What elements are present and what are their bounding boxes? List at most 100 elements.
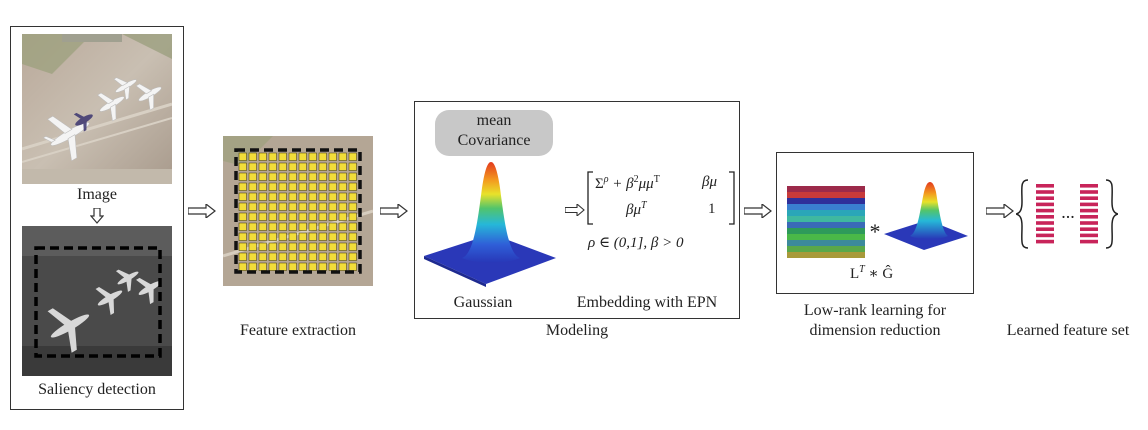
feature-cell (268, 152, 277, 161)
feature-cell (268, 252, 277, 261)
feature-cell (308, 222, 317, 231)
feature-cell (238, 242, 247, 251)
flow-arrow-icon (188, 204, 216, 218)
feature-cell (258, 262, 267, 271)
feature-cell (278, 212, 287, 221)
feature-cell (338, 262, 347, 271)
image-label: Image (77, 186, 117, 203)
feature-cell (248, 182, 257, 191)
small-gaussian-surface (884, 182, 968, 250)
feature-cell (338, 172, 347, 181)
feature-cell (298, 202, 307, 211)
feature-cell (308, 242, 317, 251)
feature-cell (338, 152, 347, 161)
epn-constraint: ρ ∈ (0,1], β > 0 (588, 235, 684, 251)
feature-cell (238, 152, 247, 161)
feature-cell (288, 262, 297, 271)
feature-vector-bar (1036, 208, 1054, 213)
feature-cell (258, 172, 267, 181)
feature-cell (348, 152, 357, 161)
feature-cell (278, 252, 287, 261)
feature-cell (318, 202, 327, 211)
feature-cell (298, 152, 307, 161)
feature-cell (238, 162, 247, 171)
feature-cell (338, 232, 347, 241)
feature-cell (238, 252, 247, 261)
feature-cell (348, 182, 357, 191)
feature-cell (328, 242, 337, 251)
matrix-entry-12: βμ (702, 174, 717, 190)
feature-cell (278, 242, 287, 251)
gaussian-surface (424, 162, 556, 287)
feature-cell (318, 262, 327, 271)
feature-cell (288, 212, 297, 221)
feature-cell (328, 252, 337, 261)
feature-cell (268, 172, 277, 181)
feature-vector-bar (1080, 184, 1098, 188)
feature-cell (318, 182, 327, 191)
feature-cell (338, 222, 347, 231)
learned-label: Learned feature set (1006, 322, 1130, 339)
embed-arrow-icon (565, 204, 585, 216)
feature-cell (348, 262, 357, 271)
feature-cell (288, 202, 297, 211)
feature-cell (248, 232, 257, 241)
feature-cell (268, 192, 277, 201)
mean-label: mean (476, 112, 512, 129)
feature-cell (248, 202, 257, 211)
matrix-entry-11: Σρ + β2μμT (595, 174, 660, 192)
feature-cell (338, 242, 347, 251)
ellipsis: ... (1061, 202, 1075, 222)
feature-cell (268, 242, 277, 251)
feature-cell (308, 232, 317, 241)
feature-cell (338, 192, 347, 201)
feature-cell (238, 202, 247, 211)
feature-vector-bar (1080, 233, 1098, 238)
feature-vector-bar (1080, 215, 1098, 219)
feature-cell (308, 202, 317, 211)
flow-arrow-icon (380, 204, 408, 218)
feature-cell (288, 222, 297, 231)
feature-cell (258, 252, 267, 261)
feature-cell (318, 192, 327, 201)
feature-cell (248, 242, 257, 251)
feature-cell (258, 202, 267, 211)
saliency-image (22, 226, 172, 376)
feature-cell (328, 262, 337, 271)
feature-cell (288, 192, 297, 201)
feature-cell (308, 192, 317, 201)
feature-cell (278, 192, 287, 201)
feature-cell (308, 172, 317, 181)
feature-grid-image (223, 136, 373, 286)
feature-cell (288, 242, 297, 251)
feature-cell (338, 202, 347, 211)
flow-arrow-icon (986, 204, 1014, 218)
feature-cell (288, 172, 297, 181)
feature-cell (328, 232, 337, 241)
feature-cell (308, 182, 317, 191)
feature-cell (238, 232, 247, 241)
feature-cell (328, 162, 337, 171)
feature-cell (248, 192, 257, 201)
feature-cell (248, 262, 257, 271)
feature-cell (248, 252, 257, 261)
feature-cell (318, 232, 327, 241)
feature-cell (248, 162, 257, 171)
feature-vector-bar (1036, 233, 1054, 238)
modeling-label: Modeling (545, 322, 609, 339)
feature-cell (288, 232, 297, 241)
feature-cell (248, 212, 257, 221)
feature-vector-bar (1080, 239, 1098, 244)
feature-vector-bar (1036, 196, 1054, 200)
feature-cell (258, 222, 267, 231)
feature-vector-bar (1080, 196, 1098, 200)
feature-cell (278, 222, 287, 231)
feature-cell (278, 182, 287, 191)
feature-cell (298, 262, 307, 271)
feature-cell (328, 172, 337, 181)
feature-vector-bar (1036, 184, 1054, 188)
feature-cell (338, 212, 347, 221)
feature-cell (258, 232, 267, 241)
feature-cell (238, 192, 247, 201)
feature-cell (338, 252, 347, 261)
